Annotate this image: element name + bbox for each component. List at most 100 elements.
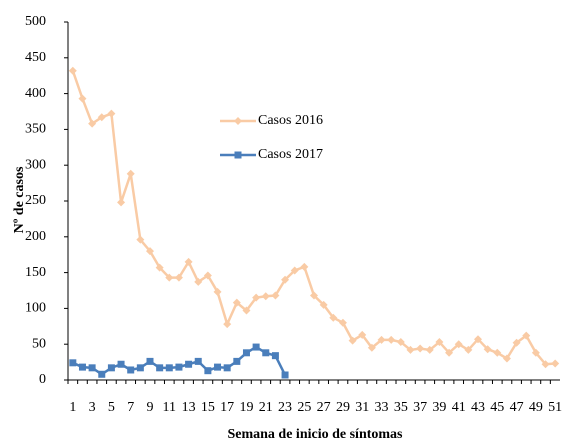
x-tick-label: 11 [163,400,176,415]
point [78,94,87,103]
point [406,345,415,354]
x-tick-label: 33 [375,400,389,415]
point [300,262,309,271]
x-tick-label: 51 [548,400,562,415]
point [329,313,338,322]
x-tick-label: 13 [182,400,196,415]
point [493,348,502,357]
point [367,343,376,352]
y-tick-label: 0 [39,372,46,387]
point [223,364,231,372]
y-tick-label: 150 [25,265,46,280]
point [68,66,77,75]
x-tick-label: 17 [220,400,234,415]
point [175,363,183,371]
point [194,277,203,286]
point [474,335,482,344]
point [98,370,106,378]
point [213,287,222,296]
x-tick-label: 45 [490,400,504,415]
point [454,340,463,349]
y-tick-label: 400 [25,86,46,101]
x-tick-label: 47 [510,400,524,415]
x-tick-label: 9 [147,400,154,415]
y-tick-label: 100 [25,301,46,316]
y-tick-label: 250 [25,193,46,208]
point [242,349,250,357]
x-tick-label: 25 [297,400,311,415]
point [88,364,96,372]
point [223,320,232,329]
point [184,257,193,266]
point [204,367,212,375]
point [387,335,396,344]
y-tick-label: 50 [32,336,46,351]
point [185,360,193,368]
x-tick-label: 5 [108,400,115,415]
x-tick-label: 39 [432,400,446,415]
point [146,357,154,365]
point [126,169,135,178]
point [88,119,97,128]
point [358,330,367,339]
point [194,357,202,365]
point [348,336,357,345]
point [281,275,290,284]
point [435,338,444,347]
x-axis-label: Semana de inicio de síntomas [227,427,403,442]
point [252,293,261,302]
point [271,352,279,360]
point [97,113,106,122]
point [155,263,164,272]
x-tick-label: 31 [355,400,369,415]
point [127,366,135,374]
y-tick-label: 450 [25,50,46,65]
x-tick-label: 7 [127,400,134,415]
point [136,235,145,244]
point [310,291,318,300]
point [290,266,299,275]
y-tick-label: 300 [25,157,46,172]
point [146,247,154,256]
y-tick-label: 350 [25,122,46,137]
y-axis-label: Nº de casos [12,166,27,233]
point [107,109,116,118]
point [203,271,212,280]
point [522,331,531,340]
point [233,357,241,365]
x-tick-label: 41 [452,400,466,415]
point [445,348,454,357]
point [271,291,280,300]
point [396,338,405,347]
point [261,292,270,301]
point [117,198,126,207]
x-tick-label: 43 [471,400,485,415]
point [377,335,386,344]
point [319,300,328,309]
point [483,345,492,354]
point [416,344,425,353]
x-tick-label: 15 [201,400,215,415]
y-tick-label: 200 [25,229,46,244]
y-tick-label: 500 [25,14,46,29]
point [338,318,347,327]
point [107,364,115,372]
x-tick-label: 49 [529,400,543,415]
point [214,363,222,371]
x-tick-label: 19 [239,400,253,415]
point [551,359,560,368]
point [78,363,86,371]
x-tick-label: 27 [317,400,331,415]
point [531,348,540,357]
x-tick-label: 35 [394,400,408,415]
x-tick-label: 23 [278,400,292,415]
point [165,273,174,282]
point [117,360,125,368]
legend-label: Casos 2017 [258,147,323,162]
x-tick-label: 37 [413,400,427,415]
point [232,298,241,307]
point [262,349,270,357]
point [242,306,251,315]
point [69,359,77,367]
point [464,345,473,354]
